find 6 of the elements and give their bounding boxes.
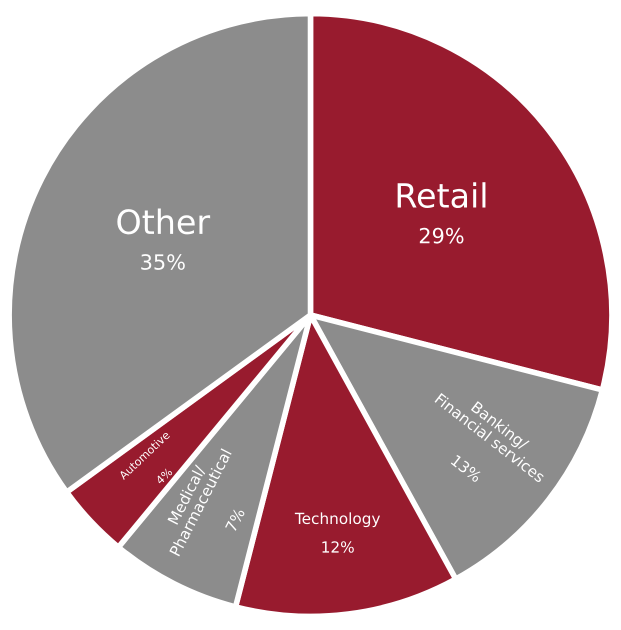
data-label: 35% — [141, 254, 185, 270]
slice-label: Retail — [398, 182, 486, 208]
slice-label: Other — [117, 208, 210, 234]
data-label: 12% — [322, 541, 354, 553]
slice-label: Technology — [294, 512, 380, 528]
data-label: 29% — [420, 228, 464, 244]
